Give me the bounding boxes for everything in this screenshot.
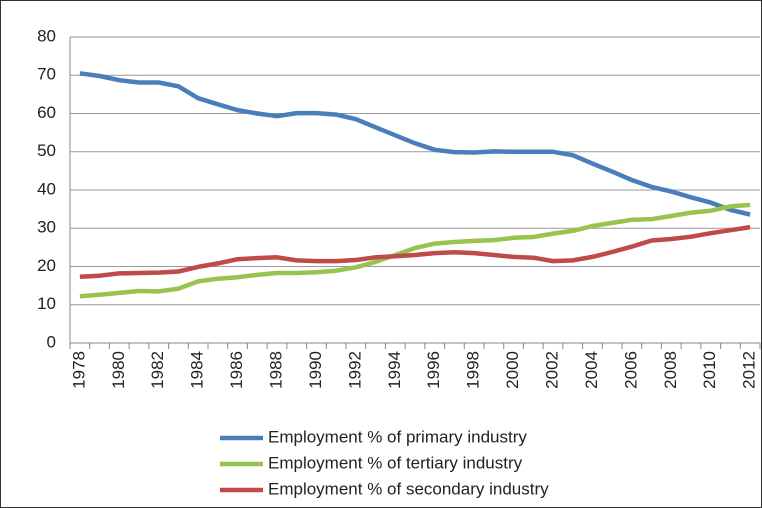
x-tick-label: 2008 xyxy=(661,351,680,389)
x-tick-label: 1998 xyxy=(464,351,483,389)
x-tick-label: 1996 xyxy=(424,351,443,389)
x-tick-label: 1986 xyxy=(227,351,246,389)
x-tick-label: 1988 xyxy=(266,351,285,389)
x-tick-label: 2004 xyxy=(582,351,601,389)
legend-label: Employment % of primary industry xyxy=(268,427,527,446)
legend-label: Employment % of secondary industry xyxy=(268,479,549,498)
x-tick-label: 2002 xyxy=(542,351,561,389)
y-tick-label: 80 xyxy=(37,26,56,45)
line-series xyxy=(79,224,751,280)
x-tick-label: 1982 xyxy=(148,351,167,389)
y-tick-label: 30 xyxy=(37,218,56,237)
x-tick-label: 2006 xyxy=(621,351,640,389)
x-tick-label: 1978 xyxy=(69,351,88,389)
y-tick-label: 20 xyxy=(37,256,56,275)
x-tick-label: 2000 xyxy=(503,351,522,389)
x-tick-label: 2010 xyxy=(700,351,719,389)
y-tick-label: 50 xyxy=(37,141,56,160)
x-tick-label: 1984 xyxy=(188,351,207,389)
y-tick-label: 10 xyxy=(37,294,56,313)
y-tick-label: 0 xyxy=(47,332,56,351)
y-tick-label: 40 xyxy=(37,179,56,198)
line-series xyxy=(79,71,751,217)
legend-label: Employment % of tertiary industry xyxy=(268,453,523,472)
x-tick-label: 2012 xyxy=(740,351,759,389)
y-tick-label: 60 xyxy=(37,103,56,122)
line-series xyxy=(79,202,751,299)
x-tick-label: 1990 xyxy=(306,351,325,389)
x-tick-label: 1994 xyxy=(385,351,404,389)
x-tick-label: 1992 xyxy=(345,351,364,389)
y-tick-label: 70 xyxy=(37,65,56,84)
x-tick-label: 1980 xyxy=(109,351,128,389)
